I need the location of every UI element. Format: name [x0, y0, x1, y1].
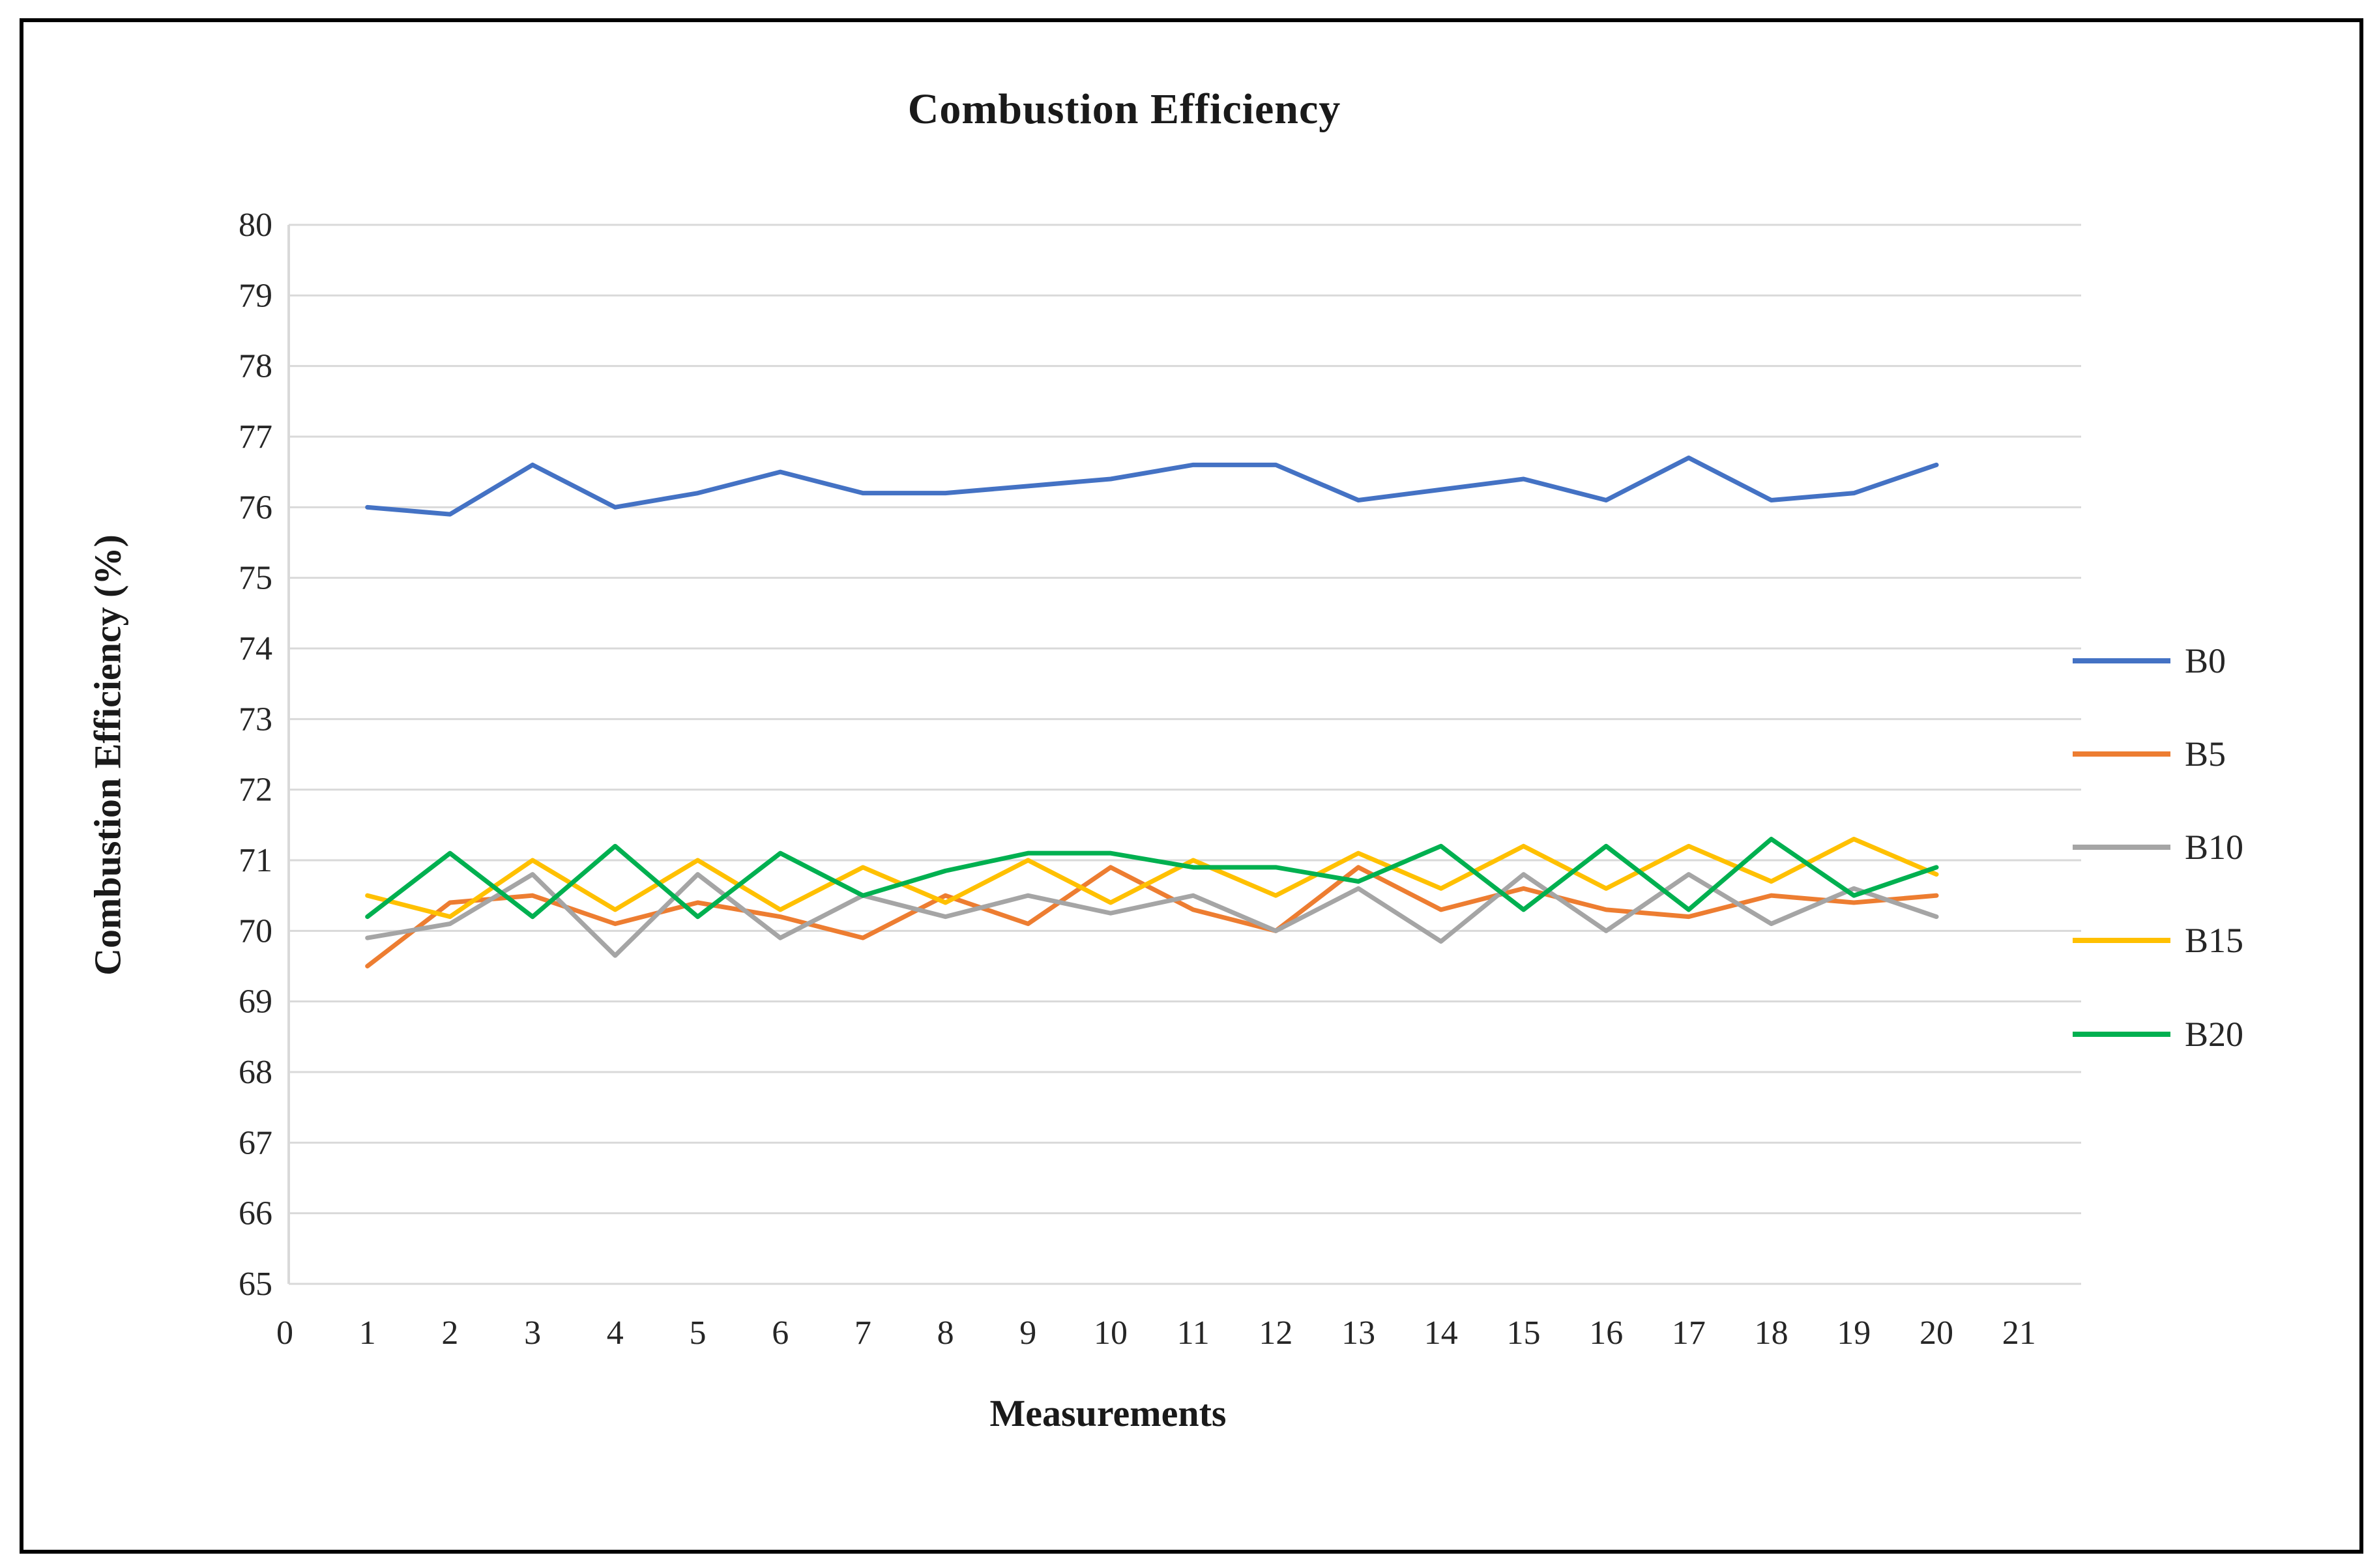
y-tick-label-72: 72 — [239, 772, 272, 809]
y-tick-label-79: 79 — [239, 277, 272, 314]
x-tick-label-9: 9 — [1019, 1314, 1036, 1352]
x-tick-label-12: 12 — [1259, 1314, 1292, 1352]
legend-label-B5: B5 — [2185, 734, 2226, 774]
series-line-B20 — [365, 837, 1939, 920]
series-line-B5 — [365, 865, 1939, 968]
x-tick-label-15: 15 — [1507, 1314, 1541, 1352]
legend-label-B10: B10 — [2185, 828, 2243, 867]
series-line-B0 — [365, 456, 1939, 517]
y-tick-label-73: 73 — [239, 701, 272, 738]
y-tick-label-76: 76 — [239, 489, 272, 526]
x-tick-label-6: 6 — [772, 1314, 789, 1352]
y-tick-label-71: 71 — [239, 842, 272, 879]
x-tick-label-5: 5 — [690, 1314, 707, 1352]
y-tick-label-70: 70 — [239, 912, 272, 950]
x-tick-label-7: 7 — [854, 1314, 871, 1352]
x-tick-label-14: 14 — [1424, 1314, 1458, 1352]
y-tick-label-77: 77 — [239, 418, 272, 456]
x-tick-label-3: 3 — [524, 1314, 541, 1352]
x-tick-label-10: 10 — [1094, 1314, 1128, 1352]
legend-label-B20: B20 — [2185, 1015, 2243, 1054]
legend-label-B15: B15 — [2185, 921, 2243, 960]
x-tick-label-19: 19 — [1837, 1314, 1871, 1352]
series-line-B10 — [365, 872, 1939, 958]
x-tick-label-0: 0 — [276, 1314, 293, 1352]
x-tick-label-20: 20 — [1919, 1314, 1953, 1352]
y-tick-label-75: 75 — [239, 560, 272, 597]
x-tick-label-2: 2 — [441, 1314, 458, 1352]
legend-label-B0: B0 — [2185, 641, 2226, 680]
y-tick-label-67: 67 — [239, 1124, 272, 1161]
x-axis-title: Measurements — [989, 1392, 1227, 1434]
x-tick-label-16: 16 — [1589, 1314, 1623, 1352]
x-tick-label-1: 1 — [359, 1314, 376, 1352]
x-tick-label-21: 21 — [2002, 1314, 2036, 1352]
x-tick-label-18: 18 — [1755, 1314, 1788, 1352]
x-tick-label-17: 17 — [1672, 1314, 1706, 1352]
y-tick-label-74: 74 — [239, 630, 272, 667]
x-tick-label-11: 11 — [1177, 1314, 1210, 1352]
x-tick-label-13: 13 — [1341, 1314, 1375, 1352]
y-tick-label-66: 66 — [239, 1195, 272, 1232]
x-tick-label-4: 4 — [607, 1314, 624, 1352]
y-tick-label-78: 78 — [239, 348, 272, 385]
y-tick-label-65: 65 — [239, 1266, 272, 1303]
figure-border — [20, 18, 2363, 1554]
x-tick-label-8: 8 — [937, 1314, 954, 1352]
chart-title: Combustion Efficiency — [907, 85, 1341, 133]
y-tick-label-69: 69 — [239, 983, 272, 1021]
series-line-B15 — [365, 837, 1939, 920]
y-tick-label-68: 68 — [239, 1054, 272, 1091]
y-tick-label-80: 80 — [239, 207, 272, 244]
